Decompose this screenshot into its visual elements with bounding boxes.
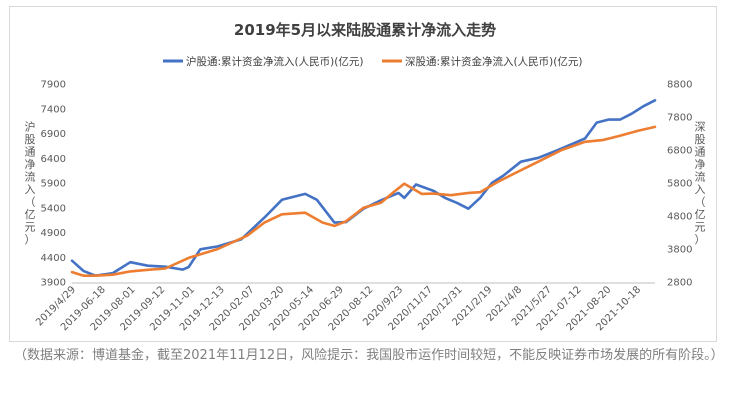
series-lines (70, 99, 657, 278)
y-left-tick-label: 4400 (41, 253, 66, 264)
legend: 沪股通:累计资金净流入(人民币)(亿元) 深股通:累计资金净流入(人民币)(亿元… (163, 55, 582, 68)
y-right-tick-label: 3800 (667, 245, 692, 256)
chart-frame (9, 6, 717, 342)
y-left-tick-label: 4900 (41, 228, 66, 239)
y-axis-left-title: 沪股通净流入（亿元） (25, 120, 36, 247)
y-right-tick-label: 5800 (667, 179, 692, 190)
y-left-tick-label: 5900 (41, 179, 66, 190)
legend-label-shenzhen: 深股通:累计资金净流入(人民币)(亿元) (405, 55, 582, 68)
y-left-tick-label: 6400 (41, 154, 66, 165)
y-right-tick-label: 2800 (667, 278, 692, 289)
left-axis: 3900 4400 4900 5400 5900 6400 6900 7400 7900 (41, 80, 66, 289)
legend-label-shanghai: 沪股通:累计资金净流入(人民币)(亿元) (186, 55, 363, 68)
y-right-tick-label: 8800 (667, 80, 692, 91)
chart-title: 2019年5月以来陆股通累计净流入走势 (234, 21, 496, 39)
y-right-tick-label: 7800 (667, 113, 692, 124)
line-chart: 2019年5月以来陆股通累计净流入走势 沪股通:累计资金净流入(人民币)(亿元)… (25, 21, 706, 333)
y-left-tick-label: 6900 (41, 129, 66, 140)
y-right-tick-label: 6800 (667, 146, 692, 157)
x-axis: 2019/4/292019-06-182019-08-012019-09-122… (34, 282, 655, 333)
y-axis-right-title: 深股通净流入（亿元） (695, 121, 706, 247)
y-left-tick-label: 5400 (41, 203, 66, 214)
series-line-shenzhen (70, 125, 657, 278)
y-right-tick-label: 4800 (667, 212, 692, 223)
y-left-tick-label: 3900 (41, 278, 66, 289)
source-caption: （数据来源：博道基金，截至2021年11月12日，风险提示：我国股市运作时间较短… (14, 348, 724, 363)
y-left-tick-label: 7400 (41, 104, 66, 115)
series-line-shanghai (70, 99, 657, 277)
right-axis: 2800 3800 4800 5800 6800 7800 8800 (667, 80, 692, 289)
y-left-tick-label: 7900 (41, 80, 66, 91)
